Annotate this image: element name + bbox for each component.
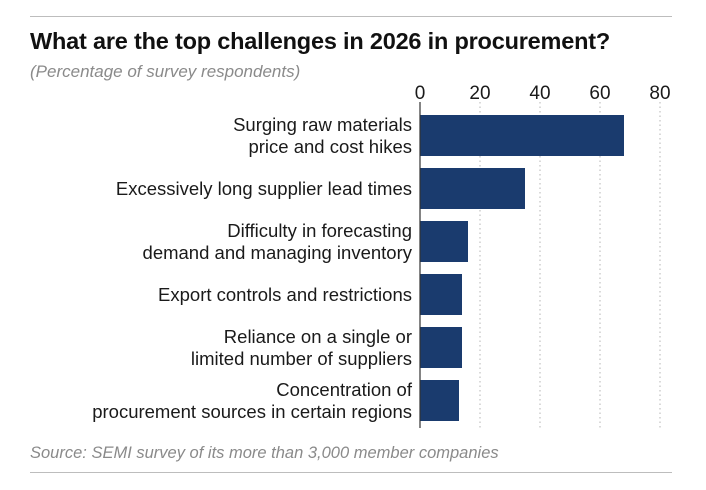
category-label-1-line-1: Surging raw materials	[233, 114, 412, 135]
bar-2	[420, 168, 525, 209]
x-tick-label-80: 80	[649, 83, 670, 104]
top-rule	[30, 16, 672, 17]
category-label-4: Export controls and restrictions	[158, 284, 412, 305]
bar-1	[420, 115, 624, 156]
bar-3	[420, 221, 468, 262]
category-label-2: Excessively long supplier lead times	[116, 178, 412, 199]
category-label-3-line-1: Difficulty in forecasting	[227, 220, 412, 241]
category-label-6-line-2: procurement sources in certain regions	[92, 401, 412, 422]
bar-5	[420, 327, 462, 368]
category-label-6-line-1: Concentration of	[276, 379, 413, 400]
bar-4	[420, 274, 462, 315]
category-label-3-line-2: demand and managing inventory	[143, 242, 413, 263]
source-note: Source: SEMI survey of its more than 3,0…	[30, 444, 499, 462]
x-tick-label-0: 0	[415, 83, 426, 104]
x-tick-label-60: 60	[589, 83, 610, 104]
x-tick-label-40: 40	[529, 83, 550, 104]
category-label-5-line-1: Reliance on a single or	[224, 326, 412, 347]
x-tick-label-20: 20	[469, 83, 490, 104]
chart-title: What are the top challenges in 2026 in p…	[30, 28, 611, 54]
bar-6	[420, 380, 459, 421]
category-label-5-line-2: limited number of suppliers	[191, 348, 412, 369]
chart-subtitle: (Percentage of survey respondents)	[30, 62, 301, 81]
bottom-rule	[30, 472, 672, 473]
category-label-1-line-2: price and cost hikes	[248, 136, 412, 157]
